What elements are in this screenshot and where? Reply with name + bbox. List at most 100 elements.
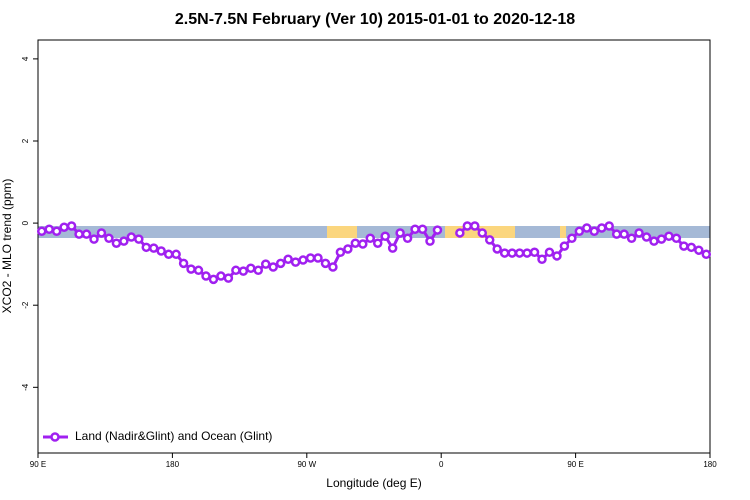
point bbox=[537, 254, 547, 264]
point bbox=[372, 238, 383, 248]
point bbox=[671, 233, 682, 244]
point bbox=[96, 228, 107, 238]
point bbox=[66, 221, 77, 231]
chart-title: 2.5N-7.5N February (Ver 10) 2015-01-01 t… bbox=[175, 11, 575, 28]
point bbox=[320, 258, 331, 269]
point bbox=[522, 248, 532, 258]
point bbox=[358, 239, 368, 249]
point bbox=[171, 249, 181, 260]
point bbox=[298, 255, 308, 265]
point bbox=[701, 249, 712, 260]
point bbox=[582, 223, 592, 233]
point bbox=[462, 221, 473, 231]
point bbox=[619, 229, 629, 239]
point bbox=[417, 224, 428, 235]
point bbox=[313, 253, 323, 263]
point bbox=[410, 224, 420, 235]
point bbox=[477, 228, 488, 238]
point bbox=[402, 233, 413, 244]
point bbox=[141, 242, 152, 253]
point bbox=[89, 234, 99, 244]
point bbox=[193, 265, 204, 276]
point bbox=[529, 247, 540, 257]
point bbox=[223, 273, 234, 283]
point bbox=[559, 241, 570, 251]
point bbox=[148, 243, 159, 253]
point bbox=[275, 258, 286, 269]
y-tick-label: 0 bbox=[21, 220, 30, 225]
point bbox=[290, 257, 301, 267]
point bbox=[335, 247, 346, 257]
point bbox=[350, 238, 361, 248]
y-tick-label: 4 bbox=[21, 56, 30, 61]
point bbox=[111, 238, 122, 248]
x-axis-label: Longitude (deg E) bbox=[326, 476, 421, 490]
point bbox=[567, 233, 577, 244]
point bbox=[283, 254, 293, 264]
point bbox=[649, 236, 659, 246]
point bbox=[626, 233, 637, 244]
point bbox=[134, 234, 144, 244]
point bbox=[365, 233, 376, 244]
point bbox=[641, 232, 652, 242]
point bbox=[231, 265, 241, 276]
point bbox=[51, 226, 62, 237]
legend-label: Land (Nadir&Glint) and Ocean (Glint) bbox=[75, 429, 272, 443]
point bbox=[260, 259, 271, 269]
point bbox=[238, 266, 249, 276]
point bbox=[343, 244, 353, 254]
point bbox=[507, 248, 517, 258]
point bbox=[604, 221, 614, 231]
point bbox=[156, 246, 166, 256]
y-axis-label: XCO2 - MLO trend (ppm) bbox=[0, 179, 14, 314]
point bbox=[470, 221, 480, 231]
point bbox=[499, 248, 510, 258]
point bbox=[126, 232, 137, 242]
point bbox=[305, 253, 316, 263]
point bbox=[694, 245, 704, 255]
point bbox=[178, 258, 189, 269]
point bbox=[552, 251, 562, 261]
land-band bbox=[327, 226, 357, 238]
land-band bbox=[560, 226, 566, 238]
point bbox=[74, 229, 84, 239]
point bbox=[611, 229, 622, 239]
legend-marker bbox=[50, 432, 60, 442]
y-tick-label: -2 bbox=[21, 301, 30, 309]
point bbox=[455, 228, 465, 238]
point bbox=[44, 224, 54, 235]
point bbox=[425, 236, 435, 246]
point bbox=[253, 265, 264, 276]
point bbox=[514, 248, 525, 258]
point bbox=[679, 241, 689, 251]
point bbox=[395, 228, 405, 238]
point bbox=[328, 262, 338, 272]
x-tick-label: 90 E bbox=[567, 460, 583, 469]
y-tick-label: -4 bbox=[21, 383, 30, 391]
point bbox=[596, 223, 607, 233]
point bbox=[484, 235, 495, 245]
point bbox=[589, 226, 600, 237]
point bbox=[104, 233, 114, 244]
point bbox=[664, 231, 674, 241]
point bbox=[208, 274, 219, 285]
x-tick-label: 90 W bbox=[297, 460, 316, 469]
point bbox=[656, 234, 667, 244]
point bbox=[634, 228, 644, 238]
point bbox=[201, 271, 211, 281]
x-tick-label: 0 bbox=[439, 460, 444, 469]
point bbox=[432, 225, 443, 235]
point bbox=[387, 243, 398, 253]
ocean-band bbox=[38, 226, 710, 238]
point bbox=[216, 271, 226, 281]
point bbox=[380, 231, 390, 241]
point bbox=[246, 263, 256, 274]
point bbox=[268, 262, 278, 272]
point bbox=[81, 229, 92, 239]
x-tick-label: 180 bbox=[166, 460, 180, 469]
point bbox=[59, 222, 69, 232]
point bbox=[492, 244, 502, 254]
point bbox=[119, 236, 129, 246]
point bbox=[36, 226, 47, 237]
